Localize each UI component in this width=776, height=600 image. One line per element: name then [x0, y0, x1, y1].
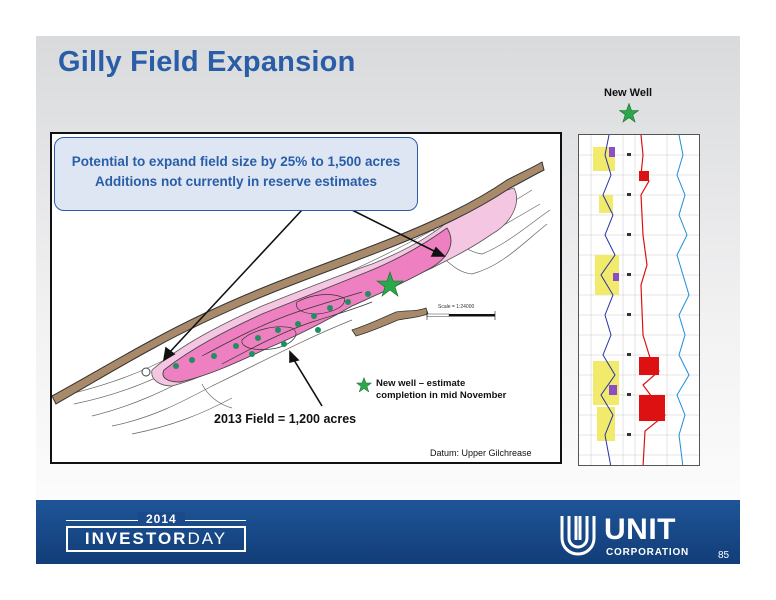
legend-line-2: completion in mid November [376, 390, 507, 401]
star-icon [619, 103, 639, 123]
callout-arrows [162, 209, 446, 407]
page-number: 85 [718, 550, 730, 561]
log-depth-ticks [627, 153, 631, 436]
log-curve-cyan [676, 135, 690, 465]
event-name: INVESTORDAY [66, 526, 246, 552]
log-purple-fill [609, 147, 619, 395]
event-name-bold: INVESTOR [84, 529, 188, 548]
well-log [578, 134, 700, 466]
unit-logo-icon [560, 516, 596, 556]
scale-label: Scale = 1:24000 [438, 304, 474, 310]
footer-bar [36, 500, 740, 564]
well-log-drawing [579, 135, 699, 465]
dry-hole-marker [141, 367, 151, 377]
log-red-fill [639, 171, 665, 421]
star-icon [356, 377, 372, 393]
page-title: Gilly Field Expansion [58, 46, 356, 78]
datum-label: Datum: Upper Gilchrease [430, 448, 532, 458]
callout-line-1: Potential to expand field size by 25% to… [71, 154, 401, 169]
new-well-label: New Well [604, 87, 653, 99]
event-year: 2014 [138, 512, 185, 526]
company-name: UNIT [604, 513, 676, 546]
map-drawing: Scale = 1:24000 [52, 161, 551, 435]
callout-line-2: Additions not currently in reserve estim… [94, 174, 378, 189]
fault-branch [351, 307, 429, 337]
log-curve-blue [600, 135, 616, 465]
new-well-star-icon [376, 271, 404, 297]
fault-line [52, 161, 545, 405]
scale-bar [426, 311, 496, 320]
field-size-label: 2013 Field = 1,200 acres [214, 412, 357, 426]
well-dots [173, 291, 371, 369]
event-name-light: DAY [187, 529, 228, 548]
field-contours [201, 291, 373, 365]
expansion-callout: Potential to expand field size by 25% to… [54, 137, 418, 211]
log-yellow-fill [593, 147, 619, 441]
legend-line-1: New well – estimate [376, 378, 466, 389]
company-subtitle: CORPORATION [606, 547, 690, 558]
legend-new-well: New well – estimate completion in mid No… [376, 378, 516, 402]
